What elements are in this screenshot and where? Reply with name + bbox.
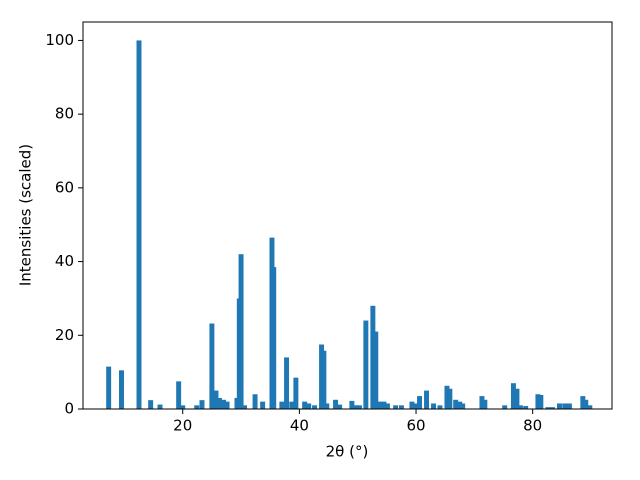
bar xyxy=(412,403,418,409)
y-axis-label: Intensities (scaled) xyxy=(17,144,35,286)
y-tick-label: 40 xyxy=(55,252,74,270)
bar xyxy=(148,400,154,409)
bar xyxy=(324,403,330,409)
bar xyxy=(238,254,244,409)
bar xyxy=(252,394,258,409)
x-tick-label: 20 xyxy=(173,417,192,435)
x-tick-label: 40 xyxy=(290,417,309,435)
plot-frame xyxy=(82,21,613,410)
bar xyxy=(333,399,339,409)
bar xyxy=(199,400,205,409)
bar xyxy=(373,331,379,409)
bar xyxy=(457,401,463,409)
bar xyxy=(216,397,222,409)
bar xyxy=(289,401,295,409)
bar xyxy=(321,350,327,409)
bar xyxy=(271,267,277,409)
bar xyxy=(580,396,586,409)
bar xyxy=(417,396,423,409)
bar xyxy=(393,405,399,409)
y-tick-label: 60 xyxy=(55,178,74,196)
bar xyxy=(381,401,387,409)
bar xyxy=(194,405,200,409)
bar xyxy=(460,403,466,409)
bar xyxy=(384,403,390,409)
bar xyxy=(479,396,485,409)
bar xyxy=(242,405,248,409)
bar xyxy=(293,377,299,409)
bar xyxy=(176,381,182,409)
bar xyxy=(557,403,562,409)
bar xyxy=(550,407,555,409)
y-tick-label: 80 xyxy=(55,105,74,123)
bar xyxy=(106,366,112,409)
bar xyxy=(306,403,312,409)
bar xyxy=(356,405,362,409)
bar xyxy=(398,405,404,409)
bar xyxy=(284,357,290,409)
bar xyxy=(583,399,589,409)
bar xyxy=(453,399,459,409)
bar xyxy=(444,385,450,409)
bar xyxy=(224,401,230,409)
bar xyxy=(377,401,383,409)
bar xyxy=(302,401,308,409)
bar xyxy=(538,394,544,409)
bar xyxy=(447,388,453,409)
bar xyxy=(279,401,285,409)
bar xyxy=(136,40,142,410)
bar xyxy=(482,399,488,409)
bar xyxy=(517,405,523,409)
bar xyxy=(409,401,415,409)
bar xyxy=(510,383,516,409)
bar xyxy=(514,388,520,409)
bar xyxy=(431,403,437,409)
bar xyxy=(587,405,593,409)
bar xyxy=(180,405,186,409)
y-tick-label: 20 xyxy=(55,326,74,344)
bar xyxy=(209,323,215,409)
bar xyxy=(119,370,124,409)
bar xyxy=(260,401,266,409)
bar xyxy=(157,404,163,409)
bar xyxy=(562,403,568,409)
y-tick-label: 0 xyxy=(64,400,74,418)
bar xyxy=(312,405,318,409)
bar xyxy=(213,390,219,409)
bar xyxy=(363,320,369,409)
bar xyxy=(370,305,376,409)
bar xyxy=(437,405,443,409)
y-tick-label: 100 xyxy=(45,31,74,49)
x-axis-label: 2θ (°) xyxy=(326,443,369,461)
bar xyxy=(535,394,541,409)
bar xyxy=(221,399,227,409)
bar xyxy=(545,407,551,409)
bar xyxy=(523,406,529,409)
bar xyxy=(424,390,430,409)
x-tick-label: 60 xyxy=(406,417,425,435)
bar xyxy=(337,404,343,409)
bar xyxy=(353,405,359,409)
x-tick-label: 80 xyxy=(523,417,542,435)
bar xyxy=(349,400,355,409)
bar xyxy=(502,405,508,409)
bar xyxy=(566,403,572,409)
